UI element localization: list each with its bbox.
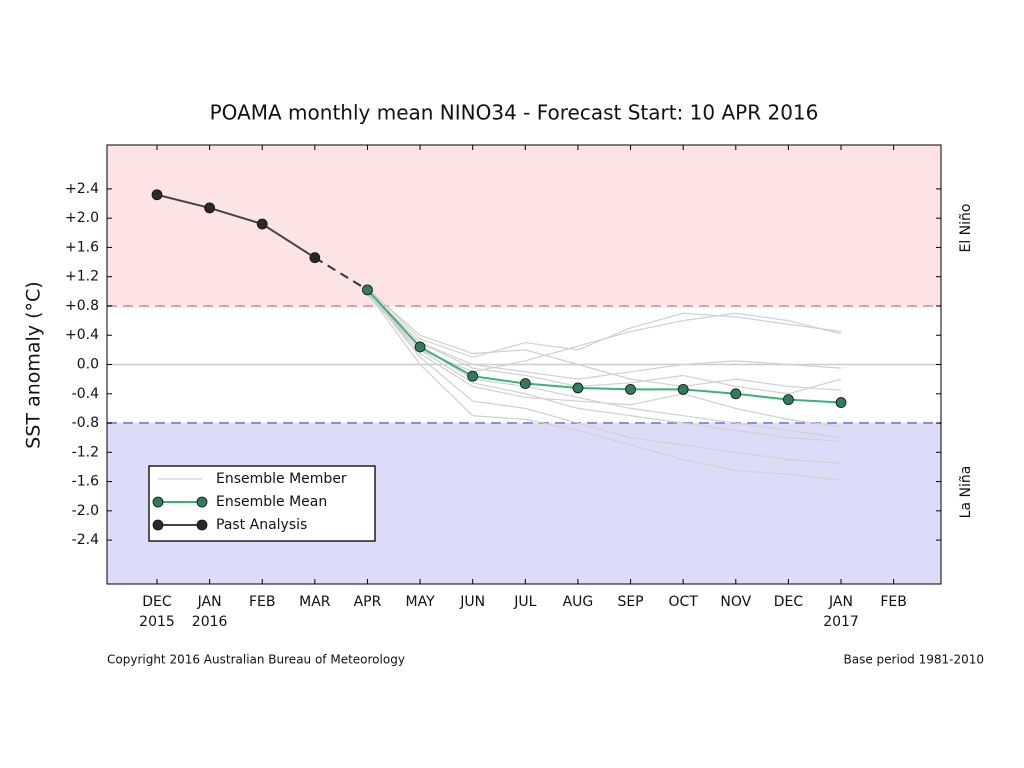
y-tick-label: -1.6 bbox=[72, 474, 99, 490]
region-label: La Niña bbox=[958, 466, 974, 519]
y-tick-label: -0.4 bbox=[72, 386, 99, 402]
y-tick-label: +0.8 bbox=[65, 298, 99, 314]
x-tick-label: DEC bbox=[774, 594, 804, 610]
x-tick-label: JUL bbox=[513, 594, 536, 610]
y-tick-label: +1.2 bbox=[65, 269, 99, 285]
y-tick-label: -0.8 bbox=[72, 415, 99, 431]
x-tick-label: JUN bbox=[459, 594, 485, 610]
y-tick-label: +0.4 bbox=[65, 327, 99, 343]
series-marker bbox=[309, 252, 321, 264]
series-marker bbox=[204, 202, 216, 214]
x-tick-label: FEB bbox=[880, 594, 907, 610]
legend-marker bbox=[196, 519, 208, 531]
ensemble-member-line bbox=[367, 288, 842, 391]
y-tick-label: +1.6 bbox=[65, 239, 99, 255]
x-tick-label: AUG bbox=[563, 594, 594, 610]
series-marker bbox=[362, 284, 373, 296]
ensemble-member-line bbox=[367, 293, 842, 428]
legend-label: Ensemble Mean bbox=[216, 494, 327, 510]
ensemble-member-line bbox=[366, 290, 842, 464]
ensemble-member-line bbox=[367, 290, 842, 395]
series-marker bbox=[783, 394, 794, 406]
series-marker bbox=[519, 378, 531, 389]
series-marker bbox=[256, 218, 268, 230]
plot-frame bbox=[106, 144, 942, 585]
series-marker bbox=[625, 383, 636, 395]
region bbox=[107, 145, 941, 306]
y-tick-label: -2.0 bbox=[72, 503, 99, 519]
x-tick-label: MAY bbox=[406, 594, 436, 610]
ensemble-member-line bbox=[367, 291, 842, 442]
x-tick-year: 2017 bbox=[823, 614, 859, 630]
x-tick-label: JAN bbox=[828, 594, 853, 610]
x-tick-label: FEB bbox=[249, 594, 276, 610]
x-tick-label: APR bbox=[354, 594, 382, 610]
y-tick-label: 0.0 bbox=[77, 357, 99, 373]
series-line bbox=[156, 193, 316, 259]
ensemble-member-line bbox=[367, 289, 842, 380]
ensemble-member-line bbox=[366, 292, 842, 481]
x-tick-year: 2016 bbox=[192, 614, 228, 630]
y-tick-label: +2.4 bbox=[65, 181, 99, 197]
y-tick-label: -2.4 bbox=[72, 532, 99, 548]
y-axis-label: SST anomaly (°C) bbox=[23, 281, 45, 448]
connector bbox=[314, 256, 368, 291]
chart-title: POAMA monthly mean NINO34 - Forecast Sta… bbox=[210, 101, 819, 125]
series-marker bbox=[151, 189, 163, 201]
legend-marker bbox=[196, 496, 208, 508]
series-marker bbox=[467, 370, 479, 382]
x-tick-label: SEP bbox=[617, 594, 643, 610]
legend-marker bbox=[152, 519, 164, 531]
series-marker bbox=[572, 382, 584, 394]
x-tick-label: JAN bbox=[197, 594, 222, 610]
series-marker bbox=[730, 388, 742, 400]
legend-label: Past Analysis bbox=[216, 517, 307, 533]
y-tick-label: -1.2 bbox=[72, 444, 99, 460]
footer-right: Base period 1981-2010 bbox=[844, 653, 984, 667]
series-marker bbox=[835, 397, 847, 408]
x-tick-label: DEC bbox=[142, 594, 172, 610]
x-tick-label: NOV bbox=[720, 594, 751, 610]
x-tick-label: MAR bbox=[299, 594, 331, 610]
x-tick-label: OCT bbox=[668, 594, 698, 610]
y-tick-label: +2.0 bbox=[65, 210, 99, 226]
legend-marker bbox=[152, 496, 164, 508]
region-label: El Niño bbox=[958, 204, 974, 253]
x-tick-year: 2015 bbox=[139, 614, 175, 630]
series-line bbox=[366, 289, 842, 404]
series-marker bbox=[414, 341, 426, 353]
legend-label: Ensemble Member bbox=[216, 471, 347, 487]
footer-left: Copyright 2016 Australian Bureau of Mete… bbox=[107, 653, 405, 667]
series-marker bbox=[677, 383, 689, 395]
